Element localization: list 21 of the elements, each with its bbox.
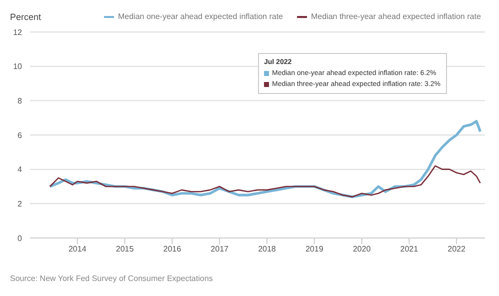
x-tick-label: 2020 <box>352 244 372 254</box>
x-tick-label: 2021 <box>400 244 419 254</box>
legend-label: Median three-year ahead expected inflation rate <box>310 12 481 21</box>
source-note: Source: New York Fed Survey of Consumer Expectations <box>10 274 213 283</box>
y-tick-label: 8 <box>18 96 23 106</box>
x-tick-label: 2018 <box>258 244 276 254</box>
line-series <box>49 165 481 198</box>
x-tick-label: 2015 <box>116 244 134 254</box>
x-tick-label: 2016 <box>163 244 182 254</box>
x-tick-label: 2022 <box>448 244 466 254</box>
legend-label: Median one-year ahead expected inflation rate <box>117 12 283 21</box>
x-tick-label: 2017 <box>210 244 230 254</box>
y-tick-label: 4 <box>18 165 23 174</box>
y-tick-label: 6 <box>18 130 23 140</box>
x-tick-label: 2019 <box>305 244 324 254</box>
y-axis-title: Percent <box>10 12 42 22</box>
y-tick-label: 12 <box>13 28 23 37</box>
y-tick-label: 2 <box>18 200 23 209</box>
x-tick-label: 2014 <box>68 244 87 254</box>
y-tick-label: 10 <box>13 62 23 72</box>
y-tick-label: 0 <box>18 234 23 243</box>
